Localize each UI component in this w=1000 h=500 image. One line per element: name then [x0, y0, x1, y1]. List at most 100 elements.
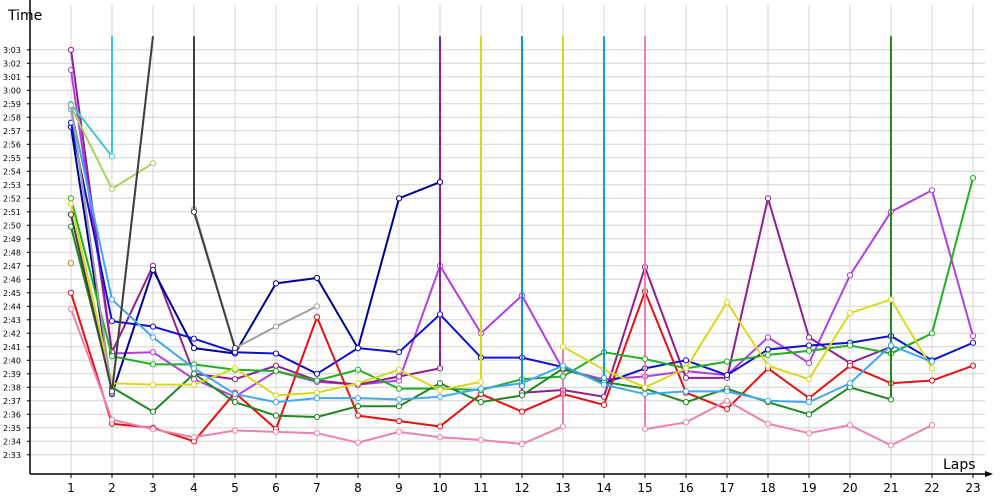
- data-point: [272, 323, 280, 330]
- y-tick-label: 3:02: [3, 59, 21, 68]
- data-point: [354, 395, 362, 402]
- data-point: [600, 401, 608, 408]
- data-point: [969, 174, 977, 182]
- data-point: [272, 368, 280, 375]
- data-point: [723, 299, 731, 306]
- data-point: [108, 296, 116, 303]
- data-point: [928, 365, 936, 372]
- data-point: [846, 342, 854, 349]
- data-point: [723, 405, 731, 412]
- x-tick-label: 12: [514, 481, 529, 495]
- x-tick-label: 16: [678, 481, 693, 495]
- data-point: [764, 397, 772, 404]
- data-point: [436, 365, 444, 372]
- data-point: [190, 335, 198, 342]
- x-tick-label: 22: [924, 481, 939, 495]
- y-tick-label: 2:35: [3, 424, 21, 433]
- data-point: [108, 353, 116, 360]
- data-point: [805, 399, 813, 406]
- data-point: [436, 179, 444, 186]
- data-point: [108, 318, 116, 325]
- data-point: [887, 396, 895, 403]
- data-point: [313, 389, 321, 396]
- data-point: [764, 362, 772, 369]
- y-tick-label: 2:59: [3, 100, 21, 109]
- data-point: [805, 430, 813, 437]
- data-point: [108, 153, 116, 160]
- data-point: [641, 426, 649, 433]
- x-tick-label: 14: [596, 481, 611, 495]
- grid: [30, 5, 985, 474]
- y-tick-label: 2:38: [3, 383, 21, 392]
- y-tick-label: 2:53: [3, 181, 21, 190]
- y-tick-label: 2:49: [3, 235, 21, 244]
- y-tick-label: 2:41: [3, 343, 21, 352]
- data-point: [764, 420, 772, 427]
- data-point: [108, 388, 116, 395]
- data-point: [682, 388, 690, 395]
- data-point: [149, 266, 157, 273]
- data-point: [600, 374, 608, 381]
- series-line: [70, 36, 441, 386]
- x-tick-label: 11: [473, 481, 488, 495]
- data-point: [395, 385, 403, 392]
- data-point: [641, 355, 649, 363]
- data-point: [682, 419, 690, 426]
- data-point: [149, 334, 157, 341]
- data-point: [805, 342, 813, 349]
- y-tick-label: 2:37: [3, 397, 21, 406]
- data-point: [313, 430, 321, 437]
- y-tick-label: 2:42: [3, 329, 21, 338]
- data-point: [805, 411, 813, 418]
- data-point: [723, 388, 731, 395]
- series-line: [193, 36, 236, 349]
- data-point: [682, 365, 690, 372]
- x-tick-label: 5: [231, 481, 239, 495]
- data-point: [682, 374, 690, 381]
- data-point: [190, 434, 198, 441]
- x-tick-label: 7: [313, 481, 321, 495]
- data-point: [354, 439, 362, 446]
- x-tick-label: 18: [760, 481, 775, 495]
- data-point: [313, 377, 321, 384]
- data-point: [67, 46, 75, 53]
- data-point: [149, 381, 157, 388]
- x-tick-label: 20: [842, 481, 857, 495]
- data-point: [67, 260, 75, 267]
- data-point: [805, 376, 813, 383]
- y-tick-label: 2:44: [3, 302, 21, 311]
- data-point: [887, 442, 895, 449]
- series-line: [70, 108, 933, 404]
- data-point: [149, 426, 157, 433]
- x-tick-label: 10: [432, 481, 447, 495]
- data-point: [313, 395, 321, 402]
- y-tick-label: 2:47: [3, 262, 21, 271]
- y-tick-label: 2:39: [3, 370, 21, 379]
- x-tick-label: 2: [108, 481, 116, 495]
- y-tick-label: 3:03: [3, 46, 21, 55]
- x-tick-label: 13: [555, 481, 570, 495]
- data-point: [67, 102, 75, 109]
- x-axis-title: Laps: [943, 457, 976, 473]
- data-point: [313, 413, 321, 421]
- data-point: [559, 373, 567, 380]
- data-point: [67, 289, 75, 296]
- data-point: [395, 403, 403, 410]
- data-point: [436, 311, 444, 318]
- y-tick-label: 2:33: [3, 451, 21, 460]
- y-tick-label: 2:34: [3, 437, 21, 446]
- data-point: [969, 362, 977, 369]
- data-point: [477, 399, 485, 406]
- data-point: [272, 428, 280, 435]
- data-point: [395, 396, 403, 403]
- y-tick-label: 2:54: [3, 167, 21, 176]
- data-point: [190, 365, 198, 372]
- y-tick-label: 2:48: [3, 248, 21, 257]
- x-tick-label: 23: [965, 481, 980, 495]
- data-point: [436, 434, 444, 441]
- data-point: [805, 347, 813, 354]
- y-tick-label: 3:00: [3, 86, 21, 95]
- data-point: [190, 345, 198, 352]
- data-point: [559, 362, 567, 369]
